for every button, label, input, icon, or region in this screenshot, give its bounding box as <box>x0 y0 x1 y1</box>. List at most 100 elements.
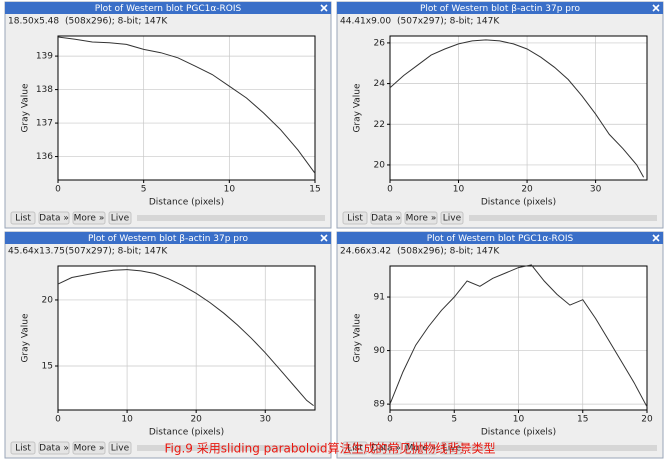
y-tick-label: 136 <box>36 152 53 162</box>
window-title: Plot of Western blot β-actin 37p pro <box>420 4 581 14</box>
info-coords: 18.50x5.48 <box>8 17 59 27</box>
close-icon <box>652 234 660 242</box>
plot-window: Plot of Western blot β-actin 37p pro 44.4… <box>336 1 664 229</box>
x-tick-label: 20 <box>641 415 653 425</box>
data-line <box>389 39 645 178</box>
toolbar-label[interactable]: More » <box>74 214 105 224</box>
caption: Fig.9 采用sliding paraboloid算法生成的常见抛物线背景类型 <box>165 441 496 456</box>
toolbar-label[interactable]: More » <box>406 444 437 454</box>
toolbar-button[interactable] <box>38 441 70 455</box>
title-bar <box>5 232 331 244</box>
toolbar-label[interactable]: List <box>347 214 363 224</box>
x-tick-label: 15 <box>577 415 588 425</box>
toolbar-button[interactable] <box>108 441 132 455</box>
toolbar-label[interactable]: Data » <box>39 214 69 224</box>
toolbar-label[interactable]: Live <box>111 214 130 224</box>
toolbar-label[interactable]: Live <box>443 444 462 454</box>
window-title: Plot of Western blot PGC1α-ROIS <box>427 234 574 244</box>
title-bar <box>337 2 663 14</box>
y-axis-label: Gray Value <box>21 313 31 363</box>
data-line <box>389 264 648 408</box>
info-image: (507x297); 8-bit; 147K <box>397 17 500 27</box>
y-tick-label: 137 <box>36 119 53 129</box>
toolbar-button[interactable] <box>404 211 438 225</box>
toolbar-button[interactable] <box>108 211 132 225</box>
x-tick-label: 5 <box>141 185 147 195</box>
close-button[interactable] <box>651 233 661 243</box>
y-tick-label: 24 <box>374 79 386 89</box>
status-strip <box>469 445 657 451</box>
toolbar-button[interactable] <box>440 211 464 225</box>
toolbar-label[interactable]: List <box>347 444 363 454</box>
x-tick-label: 10 <box>453 185 465 195</box>
x-axis-label: Distance (pixels) <box>149 198 224 208</box>
y-tick-label: 89 <box>374 400 386 410</box>
x-tick-label: 10 <box>121 415 133 425</box>
x-tick-label: 0 <box>55 185 61 195</box>
toolbar-button[interactable] <box>342 211 368 225</box>
toolbar-label[interactable]: List <box>15 214 31 224</box>
toolbar-label[interactable]: More » <box>406 214 437 224</box>
status-strip <box>137 445 325 451</box>
plot-area <box>58 266 315 410</box>
close-button[interactable] <box>319 233 329 243</box>
toolbar-button[interactable] <box>10 211 36 225</box>
x-tick-label: 30 <box>590 185 602 195</box>
close-icon <box>652 4 660 12</box>
x-tick-label: 30 <box>260 415 272 425</box>
plot-window: Plot of Western blot PGC1α-ROIS 18.50x5.4… <box>4 1 332 229</box>
info-image: (508x296); 8-bit; 147K <box>397 247 500 257</box>
data-line <box>57 269 314 406</box>
toolbar-label[interactable]: Live <box>443 214 462 224</box>
close-button[interactable] <box>319 3 329 13</box>
x-axis-label: Distance (pixels) <box>149 428 224 438</box>
toolbar-button[interactable] <box>370 441 402 455</box>
y-axis-label: Gray Value <box>353 313 363 363</box>
toolbar-label[interactable]: Live <box>111 444 130 454</box>
y-tick-label: 20 <box>42 295 54 305</box>
close-icon <box>320 4 328 12</box>
plot-frame <box>57 35 316 181</box>
toolbar-button[interactable] <box>404 441 438 455</box>
x-tick-label: 0 <box>55 415 61 425</box>
toolbar-button[interactable] <box>38 211 70 225</box>
title-bar <box>337 232 663 244</box>
info-coords: 44.41x9.00 <box>340 17 391 27</box>
toolbar-label[interactable]: Data » <box>39 444 69 454</box>
y-tick-label: 20 <box>374 160 386 170</box>
plot-window: Plot of Western blot β-actin 37p pro 45.6… <box>4 231 332 459</box>
toolbar-label[interactable]: Data » <box>371 444 401 454</box>
y-axis-label: Gray Value <box>353 83 363 133</box>
x-tick-label: 10 <box>513 415 525 425</box>
toolbar-button[interactable] <box>342 441 368 455</box>
y-tick-label: 91 <box>374 293 385 303</box>
status-strip <box>469 215 657 221</box>
toolbar-button[interactable] <box>10 441 36 455</box>
y-tick-label: 26 <box>374 38 386 48</box>
y-tick-label: 90 <box>374 346 386 356</box>
toolbar-button[interactable] <box>72 441 106 455</box>
toolbar-label[interactable]: List <box>15 444 31 454</box>
toolbar-label[interactable]: Data » <box>371 214 401 224</box>
toolbar-button[interactable] <box>72 211 106 225</box>
x-tick-label: 20 <box>521 185 533 195</box>
toolbar-button[interactable] <box>370 211 402 225</box>
data-line <box>57 36 316 174</box>
y-axis-label: Gray Value <box>21 83 31 133</box>
toolbar-label[interactable]: More » <box>74 444 105 454</box>
title-bar <box>5 2 331 14</box>
info-image: (508x296); 8-bit; 147K <box>65 17 168 27</box>
x-axis-label: Distance (pixels) <box>481 428 556 438</box>
x-tick-label: 15 <box>309 185 320 195</box>
x-tick-label: 0 <box>387 415 393 425</box>
info-image: (507x297); 8-bit; 147K <box>65 247 168 257</box>
plot-frame <box>389 35 648 181</box>
plot-area <box>58 36 315 180</box>
x-tick-label: 0 <box>387 185 393 195</box>
toolbar-button[interactable] <box>440 441 464 455</box>
close-button[interactable] <box>651 3 661 13</box>
x-tick-label: 20 <box>190 415 202 425</box>
window-title: Plot of Western blot PGC1α-ROIS <box>95 4 242 14</box>
y-tick-label: 139 <box>36 52 53 62</box>
status-strip <box>137 215 325 221</box>
